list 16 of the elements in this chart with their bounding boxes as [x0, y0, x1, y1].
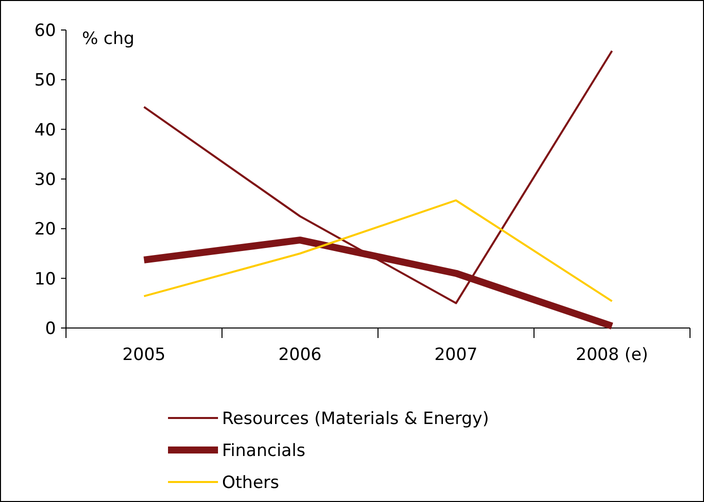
- y-tick-label: 20: [34, 220, 56, 240]
- legend-label: Resources (Materials & Energy): [222, 408, 489, 429]
- x-tick-label: 2006: [278, 345, 322, 365]
- x-tick-label: 2008 (e): [576, 345, 648, 365]
- y-tick-label: 10: [34, 269, 56, 290]
- y-tick-label: 60: [34, 20, 56, 41]
- legend-label: Financials: [222, 440, 306, 461]
- y-axis-title: % chg: [82, 29, 134, 49]
- y-tick-label: 0: [45, 318, 56, 339]
- legend-label: Others: [222, 472, 280, 493]
- line-series: [143, 199, 613, 302]
- x-tick-label: 2005: [122, 345, 166, 365]
- y-tick-label: 50: [34, 70, 56, 91]
- y-tick-label: 30: [34, 170, 56, 190]
- x-tick-label: 2007: [434, 345, 478, 365]
- y-tick-label: 40: [34, 120, 56, 140]
